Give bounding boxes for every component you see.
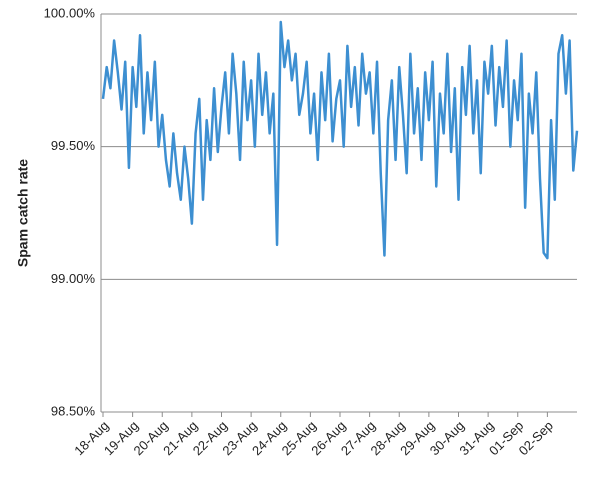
- y-tick-label: 98.50%: [51, 403, 96, 418]
- line: [101, 20, 579, 260]
- y-axis-label: Spam catch rate: [15, 159, 31, 267]
- y-tick-label: 99.50%: [51, 138, 96, 153]
- y-tick-label: 99.00%: [51, 271, 96, 286]
- y-tick-label: 100.00%: [44, 5, 96, 20]
